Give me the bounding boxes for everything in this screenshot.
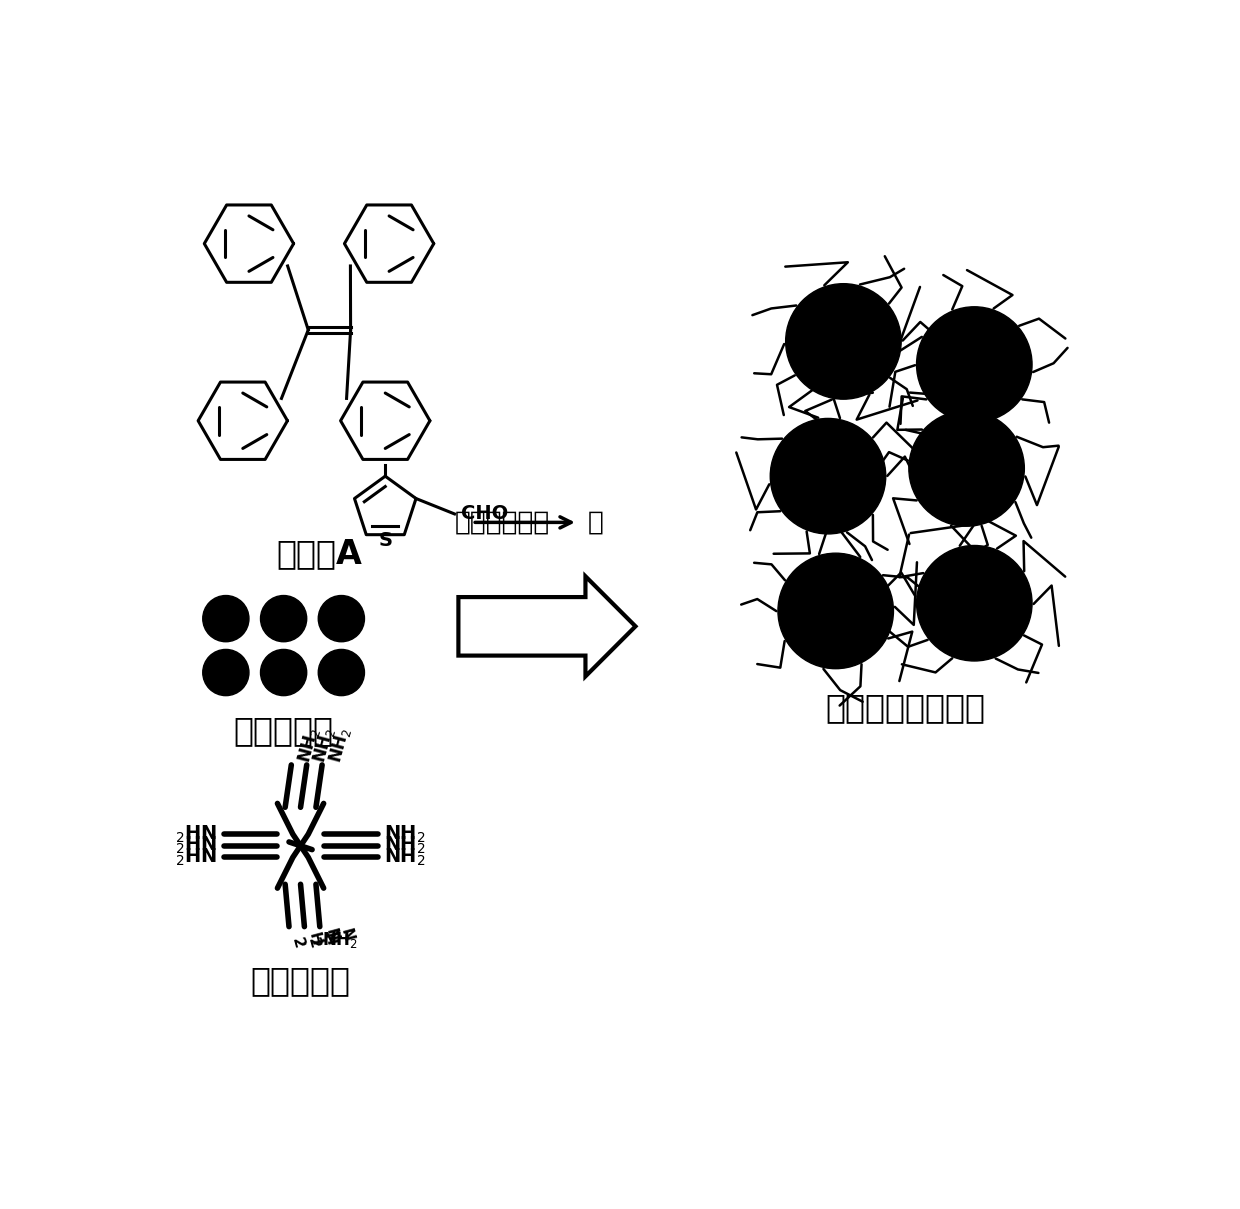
Text: N
H
2: N H 2 [289,926,341,951]
Text: CHO: CHO [461,504,508,523]
Circle shape [909,411,1024,526]
Text: NH$_2$: NH$_2$ [294,725,322,765]
Circle shape [770,418,885,534]
Circle shape [786,284,901,399]
Circle shape [319,649,365,695]
Text: NH$_2$: NH$_2$ [325,725,353,765]
Text: 稀土配合物: 稀土配合物 [233,713,334,747]
Polygon shape [459,577,635,676]
Circle shape [916,307,1032,422]
Text: $_2$HN: $_2$HN [175,846,217,868]
Text: $_2$HN: $_2$HN [175,823,217,845]
Text: 化合物A: 化合物A [277,537,363,569]
Text: 稀土纳米发光材料: 稀土纳米发光材料 [825,690,985,724]
Text: $_2$HN: $_2$HN [175,835,217,856]
Circle shape [777,554,894,669]
Text: NH$_2$: NH$_2$ [322,931,358,950]
Text: N
H
2: N H 2 [304,926,356,951]
Circle shape [203,649,249,695]
Circle shape [319,596,365,642]
Text: NH$_2$: NH$_2$ [383,823,425,845]
Circle shape [260,596,306,642]
Text: 聚乙烯亚胺: 聚乙烯亚胺 [250,964,351,997]
Text: NH$_2$: NH$_2$ [310,725,339,765]
Text: S: S [378,532,392,550]
Text: NH$_2$: NH$_2$ [383,835,425,856]
Circle shape [203,596,249,642]
Circle shape [260,649,306,695]
Text: NH$_2$: NH$_2$ [383,846,425,868]
Text: 第一有机溶剂: 第一有机溶剂 [455,509,549,536]
Text: 水: 水 [588,509,604,536]
Circle shape [916,545,1032,661]
